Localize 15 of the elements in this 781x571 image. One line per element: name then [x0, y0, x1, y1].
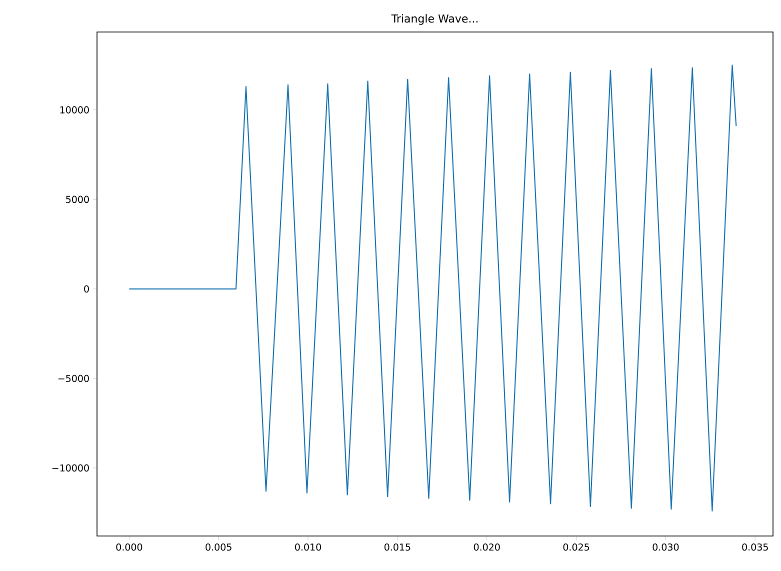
y-tick-label: −5000: [58, 374, 89, 382]
y-tick-label: 5000: [66, 196, 89, 203]
x-tick-label: 0.005: [206, 543, 232, 551]
x-tick-label: 0.025: [563, 543, 590, 551]
x-tick-label: 0.015: [384, 543, 410, 551]
x-tick-label: 0.020: [474, 543, 500, 551]
line-series: [128, 64, 737, 512]
x-tick-label: 0.000: [116, 543, 142, 551]
chart-title: Triangle Wave...: [391, 14, 478, 25]
y-tick-label: 10000: [60, 106, 89, 114]
x-tick-label: 0.030: [652, 543, 679, 551]
y-tick-label: −10000: [52, 464, 89, 472]
y-tick-label: 0: [84, 285, 89, 293]
x-tick-label: 0.010: [295, 543, 321, 551]
x-tick-label: 0.035: [742, 543, 768, 551]
